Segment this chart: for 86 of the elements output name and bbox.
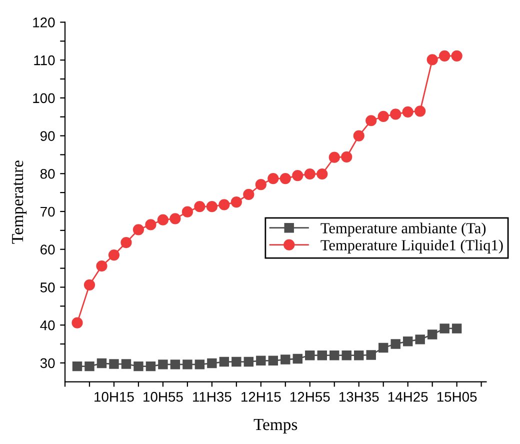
point xyxy=(292,354,302,364)
point xyxy=(342,350,352,360)
x-tick-label: 15H05 xyxy=(437,392,477,402)
point xyxy=(108,249,120,261)
point xyxy=(218,199,230,210)
point xyxy=(328,152,340,163)
point xyxy=(341,151,352,163)
point xyxy=(366,115,377,126)
point xyxy=(426,54,438,66)
point xyxy=(96,358,107,368)
point xyxy=(256,356,266,366)
point xyxy=(84,279,96,290)
x-axis-title: Temps xyxy=(254,419,298,434)
point xyxy=(305,350,315,360)
point xyxy=(255,179,266,190)
point xyxy=(280,172,291,184)
y-tick-label: 90 xyxy=(40,131,55,141)
point xyxy=(96,260,108,272)
x-tick-label: 11H35 xyxy=(193,392,232,402)
y-tick-label: 110 xyxy=(34,55,55,66)
point xyxy=(440,324,450,334)
point xyxy=(157,214,169,226)
point xyxy=(207,358,217,368)
point xyxy=(244,356,254,367)
point xyxy=(84,361,94,372)
point xyxy=(243,188,254,200)
legend-label: Temperature ambiante (Ta) xyxy=(320,222,486,236)
x-tick-label: 14H25 xyxy=(388,392,428,402)
x-tick-label: 10H55 xyxy=(144,392,183,402)
point xyxy=(170,213,181,224)
point xyxy=(145,219,156,230)
y-tick-label: 120 xyxy=(33,18,55,28)
point xyxy=(146,361,156,372)
point xyxy=(330,350,340,360)
y-tick-label: 40 xyxy=(40,320,55,330)
point xyxy=(353,130,364,142)
point xyxy=(72,361,82,372)
point xyxy=(230,196,242,208)
x-tick-label: 13H35 xyxy=(339,392,379,402)
point xyxy=(439,50,450,62)
point xyxy=(414,106,426,117)
y-tick-label: 80 xyxy=(40,168,55,179)
point xyxy=(304,168,316,180)
point xyxy=(132,224,144,236)
y-tick-label: 70 xyxy=(40,206,55,217)
point xyxy=(158,360,168,370)
point xyxy=(451,50,462,62)
point xyxy=(452,324,462,334)
x-tick-label: 12H15 xyxy=(242,392,281,402)
point xyxy=(378,342,388,353)
point xyxy=(402,106,414,118)
point xyxy=(219,356,230,367)
y-tick-label: 30 xyxy=(40,358,55,368)
point xyxy=(120,236,132,248)
point xyxy=(182,360,192,370)
point xyxy=(194,201,206,212)
point xyxy=(390,339,400,349)
point xyxy=(402,336,413,346)
point xyxy=(390,108,402,120)
point xyxy=(292,170,304,182)
point xyxy=(170,360,180,370)
point xyxy=(268,172,279,184)
point xyxy=(206,201,218,212)
point xyxy=(280,354,290,364)
y-axis-title: Temperature xyxy=(12,160,27,244)
point xyxy=(427,330,438,340)
point xyxy=(366,350,376,360)
point xyxy=(317,350,327,360)
point xyxy=(121,359,132,369)
point xyxy=(182,206,193,218)
point xyxy=(72,317,83,328)
y-tick-label: 100 xyxy=(33,93,55,104)
point xyxy=(109,359,119,369)
y-tick-label: 60 xyxy=(40,244,55,255)
x-tick-label: 12H55 xyxy=(290,392,330,402)
point xyxy=(316,168,328,180)
point xyxy=(268,356,278,366)
point xyxy=(232,356,242,367)
point xyxy=(354,350,364,360)
point xyxy=(378,110,389,122)
point xyxy=(194,360,205,370)
y-tick-label: 50 xyxy=(40,282,55,292)
legend-label: Temperature Liquide1 (Tliq1) xyxy=(320,240,503,254)
point xyxy=(415,334,425,344)
x-tick-label: 10H15 xyxy=(94,392,134,402)
point xyxy=(134,361,144,372)
